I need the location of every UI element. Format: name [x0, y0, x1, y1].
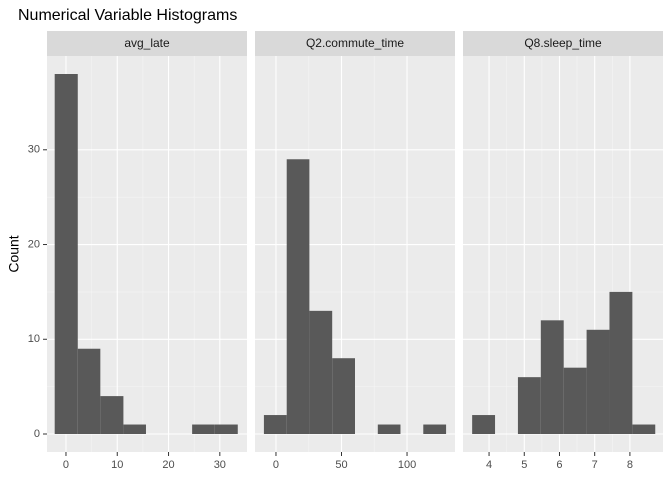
strip: [463, 31, 663, 56]
bar: [472, 415, 496, 434]
strip-label: Q8.sleep_time: [524, 36, 602, 50]
x-tick-label: 20: [162, 459, 174, 471]
bar: [586, 329, 610, 434]
strip-label: avg_late: [124, 36, 170, 50]
bar: [100, 396, 124, 434]
bar: [286, 159, 310, 434]
bar: [377, 424, 401, 434]
strip-label: Q2.commute_time: [306, 36, 404, 50]
bar: [609, 291, 633, 434]
strip: [47, 31, 247, 56]
x-tick-label: 50: [335, 459, 347, 471]
x-tick-label: 0: [63, 459, 69, 471]
x-tick-label: 10: [111, 459, 123, 471]
x-tick-label: 5: [521, 459, 527, 471]
bar: [77, 348, 101, 434]
y-tick-label: 20: [28, 238, 40, 250]
x-tick-label: 0: [273, 459, 279, 471]
bar: [517, 377, 541, 434]
bar: [540, 320, 564, 434]
bar: [123, 424, 146, 434]
bar: [192, 424, 215, 434]
y-tick-label: 30: [28, 144, 40, 156]
bar: [263, 415, 287, 434]
x-tick-label: 30: [214, 459, 226, 471]
x-tick-label: 100: [398, 459, 416, 471]
y-tick-label: 10: [28, 333, 40, 345]
bar: [563, 367, 587, 434]
x-tick-label: 6: [556, 459, 562, 471]
bar: [309, 310, 333, 434]
chart-title: Numerical Variable Histograms: [18, 7, 237, 24]
bar: [423, 424, 447, 434]
x-tick-label: 7: [592, 459, 598, 471]
bar: [332, 358, 355, 434]
y-axis-label: Count: [6, 235, 22, 272]
strip: [255, 31, 455, 56]
y-tick-label: 0: [34, 428, 40, 440]
bar: [214, 424, 238, 434]
bar: [54, 74, 78, 434]
bar: [632, 424, 656, 434]
x-tick-label: 8: [627, 459, 633, 471]
x-tick-label: 4: [486, 459, 492, 471]
